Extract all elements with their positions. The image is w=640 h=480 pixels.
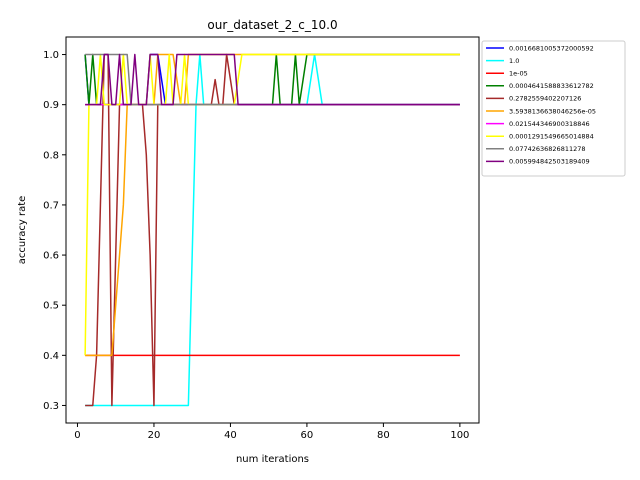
legend-entry-label: 0.005994842503189409 [509, 158, 590, 166]
legend-entry-label: 0.0016681005372000592 [509, 44, 594, 52]
y-axis-label: accuracy rate [17, 196, 28, 265]
x-axis-label: num iterations [236, 454, 309, 465]
x-axis: 0 20 40 60 80 100 [74, 423, 469, 441]
plot-lines [84, 53, 460, 407]
legend-entry-label: 0.2782559402207126 [509, 95, 581, 103]
legend-entry-label: 0.07742636826811278 [509, 145, 586, 153]
y-tick-label: 0.8 [43, 150, 59, 161]
legend-entry-label: 0.021544346900318846 [509, 120, 590, 128]
y-tick-label: 0.5 [43, 301, 59, 312]
x-tick-label: 0 [74, 430, 80, 441]
series-line [84, 53, 460, 106]
legend-frame [481, 40, 626, 177]
y-tick-label: 0.9 [43, 100, 59, 111]
x-tick-label: 80 [377, 430, 390, 441]
y-tick-label: 0.4 [43, 351, 59, 362]
y-tick-label: 0.7 [43, 200, 59, 211]
x-tick-label: 100 [450, 430, 469, 441]
x-tick-label: 20 [148, 430, 161, 441]
legend-entry-label: 3.5938136638046256e-05 [509, 107, 596, 115]
plot-area-frame [65, 36, 480, 424]
legend: 0.0016681005372000592 1.0 1e-05 0.000464158… [481, 40, 626, 177]
legend-entry-label: 0.0001291549665014884 [509, 133, 594, 141]
chart-title: our_dataset_2_c_10.0 [207, 18, 337, 32]
legend-entry-label: 1.0 [509, 57, 519, 65]
series-line [85, 53, 460, 407]
series-line [85, 53, 460, 407]
y-tick-label: 1.0 [43, 50, 59, 61]
series-line [85, 53, 460, 106]
x-tick-label: 60 [301, 430, 314, 441]
legend-entry-label: 0.0004641588833612782 [509, 82, 594, 90]
y-tick-label: 0.6 [43, 251, 59, 262]
y-axis: 0.3 0.4 0.5 0.6 0.7 0.8 0.9 1.0 [43, 50, 66, 412]
legend-entry-label: 1e-05 [509, 70, 528, 78]
y-tick-label: 0.3 [43, 401, 59, 412]
x-tick-label: 40 [224, 430, 237, 441]
